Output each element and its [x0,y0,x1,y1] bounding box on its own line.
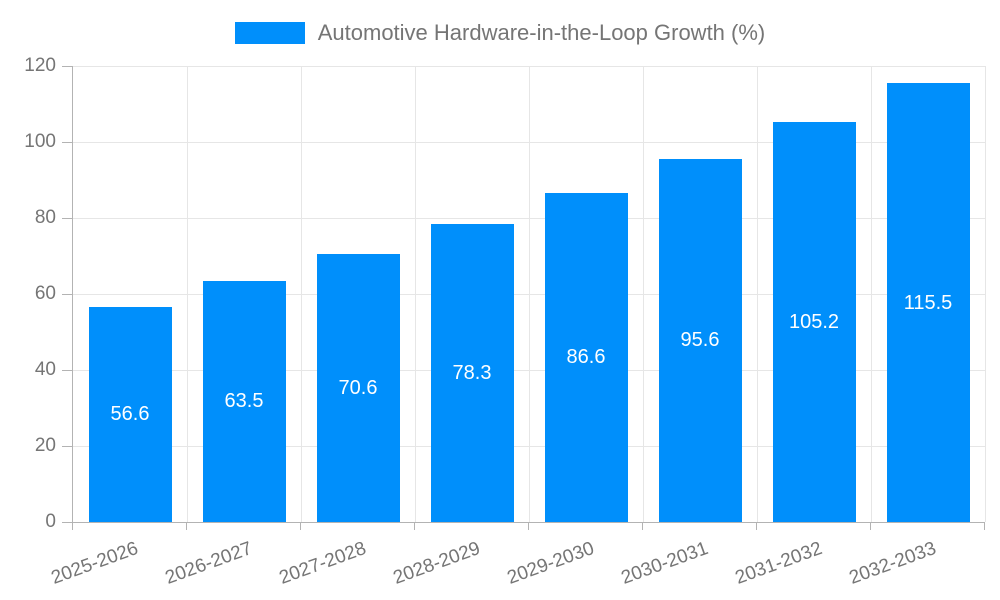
y-tick-label: 80 [34,207,56,228]
legend: Automotive Hardware-in-the-Loop Growth (… [0,20,1000,46]
x-category-label: 2029-2030 [504,538,598,589]
bar-value-label: 63.5 [224,390,264,413]
bar-value-label: 95.6 [680,329,720,352]
legend-swatch-icon [234,22,305,44]
x-gridline [528,66,530,522]
y-tick-mark [62,294,72,295]
x-tick-mark [756,523,757,530]
y-tick-label: 0 [45,511,56,532]
x-gridline [642,66,644,522]
bar-value-label: 86.6 [566,346,606,369]
bar[interactable]: 86.6 [544,192,628,522]
x-gridline [300,66,302,522]
x-gridline [414,66,416,522]
legend-label: Automotive Hardware-in-the-Loop Growth (… [317,20,766,45]
bar-value-label: 105.2 [788,311,840,334]
x-tick-mark [414,523,415,530]
bar-value-label: 56.6 [110,403,150,426]
x-gridline [756,66,758,522]
y-tick-label: 20 [34,435,56,456]
x-tick-mark [300,523,301,530]
legend-item[interactable]: Automotive Hardware-in-the-Loop Growth (… [234,20,766,46]
bar-value-label: 78.3 [452,362,492,385]
x-category-label: 2027-2028 [276,538,370,589]
x-tick-mark [528,523,529,530]
x-category-label: 2031-2032 [732,538,826,589]
y-tick-label: 100 [24,131,56,152]
x-tick-mark [984,523,985,530]
x-category-label: 2032-2033 [846,538,940,589]
x-tick-mark [72,523,73,530]
bar-value-label: 70.6 [338,376,378,399]
x-tick-mark [186,523,187,530]
bar[interactable]: 70.6 [316,253,400,522]
x-tick-mark [642,523,643,530]
y-tick-label: 60 [34,283,56,304]
y-tick-mark [62,218,72,219]
bar[interactable]: 95.6 [658,158,742,522]
bar[interactable]: 115.5 [886,83,970,522]
x-category-label: 2026-2027 [162,538,256,589]
y-tick-mark [62,142,72,143]
y-tick-mark [62,446,72,447]
x-category-label: 2028-2029 [390,538,484,589]
bar[interactable]: 78.3 [430,224,514,522]
x-category-label: 2030-2031 [618,538,712,589]
bar[interactable]: 63.5 [202,280,286,522]
y-tick-mark [62,522,72,523]
x-category-label: 2025-2026 [48,538,142,589]
y-tick-mark [62,66,72,67]
y-tick-label: 120 [24,55,56,76]
plot-area: 56.6 63.5 70.6 78.3 86.6 95.6 105.2 115.5 [72,65,986,523]
y-tick-mark [62,370,72,371]
x-gridline [984,66,986,522]
x-gridline [870,66,872,522]
bar[interactable]: 56.6 [88,306,172,522]
x-gridline [186,66,188,522]
bar[interactable]: 105.2 [772,122,856,522]
y-tick-label: 40 [34,359,56,380]
bar-value-label: 115.5 [903,291,953,314]
x-tick-mark [870,523,871,530]
